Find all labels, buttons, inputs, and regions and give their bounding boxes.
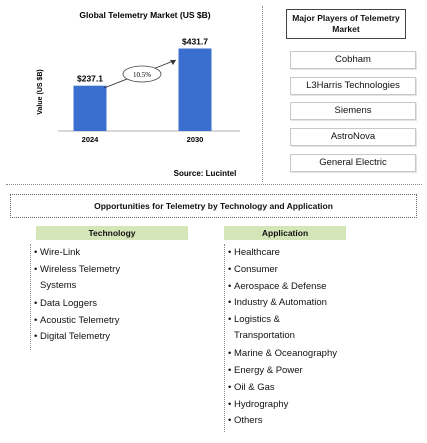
application-item: • Healthcare [228, 247, 280, 258]
bar-value-label: $431.7 [182, 37, 208, 47]
application-item: • Consumer [228, 263, 278, 275]
growth-oval [122, 65, 162, 83]
player-item: AstroNova [290, 128, 416, 146]
player-item: Cobham [290, 51, 416, 69]
technology-item: • Digital Telemetry [34, 331, 111, 343]
application-item: • Energy & Power [228, 365, 303, 376]
bar-2024 [73, 85, 107, 131]
chart-title: Global Telemetry Market (US $B) [79, 10, 210, 20]
players-title: Major Players of Telemetry Market [286, 9, 406, 39]
technology-list [30, 244, 32, 350]
application-item: • Marine & Oceanography [228, 348, 337, 360]
technology-item: • Wireless Telemetry Systems [34, 263, 121, 291]
technology-item: • Acoustic Telemetry [34, 314, 120, 326]
application-item: • Others [228, 415, 263, 427]
growth-rate-label: 10.5% [133, 71, 151, 79]
bar-value-label: $237.1 [77, 74, 103, 84]
application-item: • Hydrography [228, 398, 289, 410]
x-tick-label: 2024 [82, 135, 100, 144]
x-tick-label: 2030 [187, 135, 204, 144]
application-header: Application [224, 226, 346, 240]
horizontal-separator [6, 184, 422, 185]
market-chart: Global Telemetry Market (US $B) Value (U… [37, 10, 240, 178]
technology-header: Technology [36, 226, 188, 240]
y-axis-label: Value (US $B) [37, 69, 44, 115]
chart-source: Source: Lucintel [174, 169, 237, 178]
application-item: • Aerospace & Defense [228, 280, 327, 292]
opportunities-title: Opportunities for Telemetry by Technolog… [10, 194, 417, 218]
bars-group: $237.1 2024 $431.7 2030 [73, 37, 212, 144]
application-item: • Oil & Gas [228, 381, 275, 393]
technology-item: • Data Loggers [34, 297, 98, 309]
growth-arrowhead [170, 60, 176, 65]
technology-item: • Wire-Link [34, 247, 81, 258]
application-item: • Industry & Automation [228, 297, 327, 309]
player-item: Siemens [290, 102, 416, 120]
bar-2030 [178, 48, 212, 131]
player-item: General Electric [290, 154, 416, 172]
application-list [224, 244, 226, 432]
vertical-separator [262, 6, 263, 182]
application-item: • Logistics & Transportation [228, 314, 295, 342]
player-item: L3Harris Technologies [290, 77, 416, 95]
